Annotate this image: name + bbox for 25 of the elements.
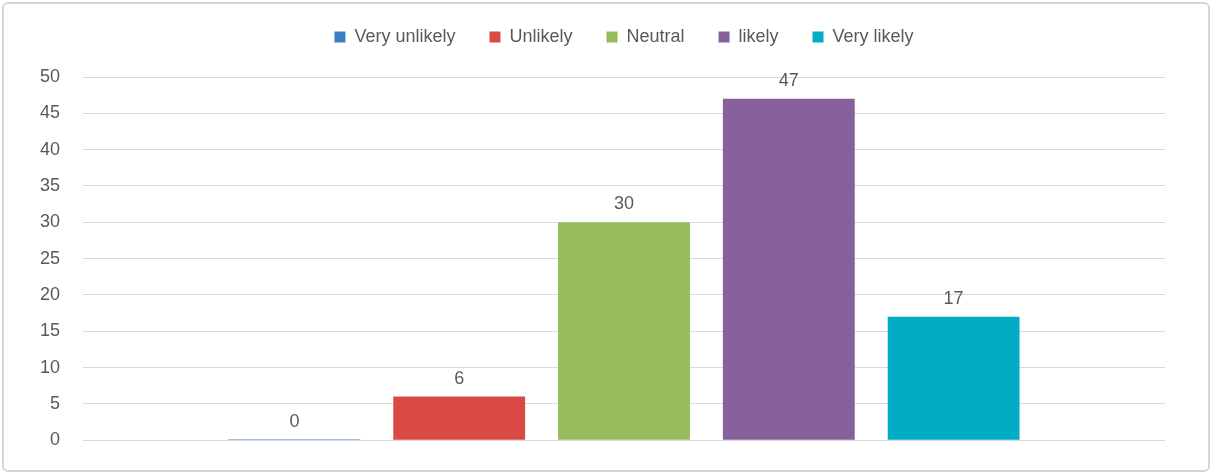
data-label: 17 xyxy=(943,287,964,308)
legend-label: Very unlikely xyxy=(354,25,456,46)
y-tick-label: 50 xyxy=(39,65,60,86)
bar xyxy=(722,98,855,440)
y-tick-label: 45 xyxy=(39,102,60,123)
y-tick-label: 25 xyxy=(39,247,60,268)
legend-label: likely xyxy=(738,25,779,46)
y-tick-label: 20 xyxy=(39,283,60,304)
legend-label: Unlikely xyxy=(509,25,573,46)
bar xyxy=(393,396,526,440)
bar xyxy=(887,316,1020,440)
y-tick-label: 15 xyxy=(39,320,60,341)
y-tick-label: 40 xyxy=(39,138,60,159)
legend-label: Very likely xyxy=(832,25,914,46)
legend-label: Neutral xyxy=(626,25,685,46)
data-label: 30 xyxy=(613,193,635,214)
bar xyxy=(558,222,690,440)
data-label: 47 xyxy=(778,69,799,90)
y-tick-label: 5 xyxy=(49,392,60,413)
y-tick-label: 10 xyxy=(39,356,60,377)
y-tick-label: 0 xyxy=(49,429,60,450)
data-label: 6 xyxy=(454,367,465,388)
data-label: 0 xyxy=(289,411,300,432)
y-tick-label: 35 xyxy=(39,174,60,195)
y-tick-label: 30 xyxy=(39,211,60,232)
